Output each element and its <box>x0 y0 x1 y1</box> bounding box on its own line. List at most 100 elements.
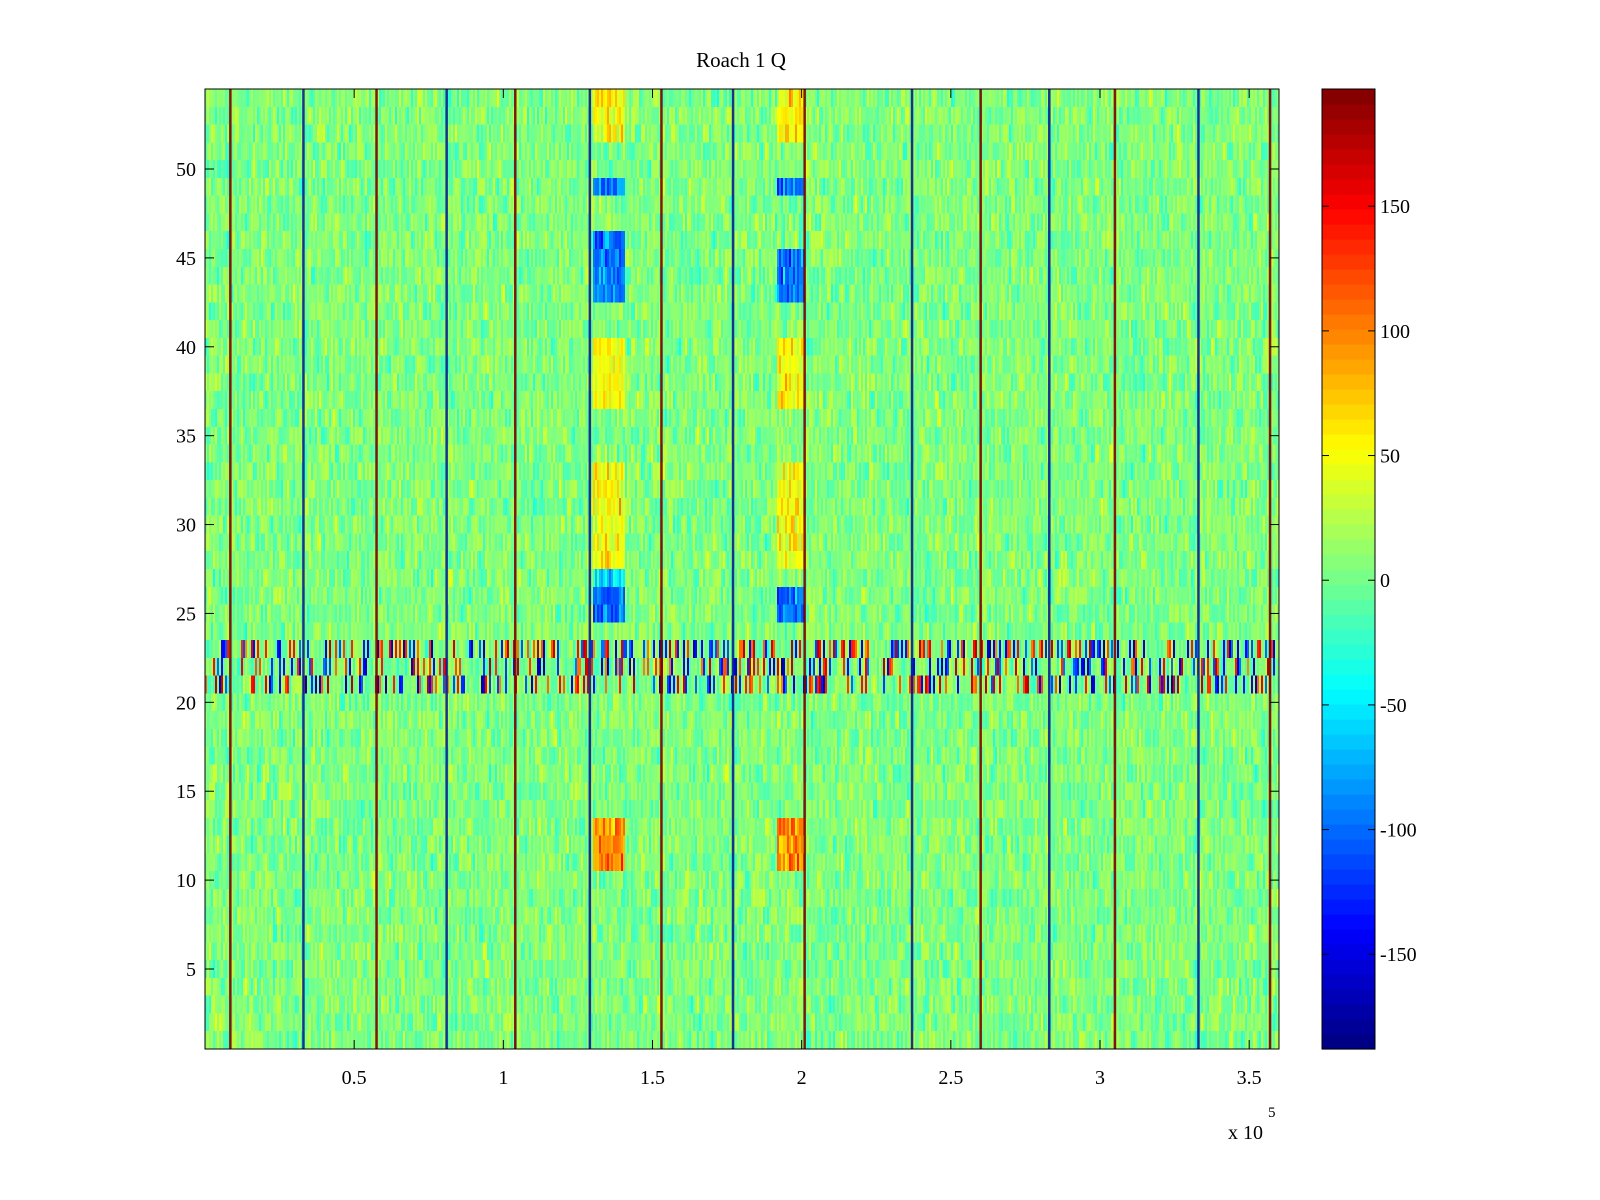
colorbar-step <box>1322 899 1375 915</box>
colorbar-step <box>1322 989 1375 1005</box>
colorbar-tick-label: 50 <box>1380 446 1400 468</box>
colorbar-step <box>1322 404 1375 420</box>
colorbar-step <box>1322 419 1375 435</box>
y-tick-label: 45 <box>176 248 196 270</box>
colorbar-step <box>1322 1004 1375 1020</box>
colorbar-step <box>1322 614 1375 630</box>
x-tick-label: 2.5 <box>938 1067 963 1089</box>
x-tick-label: 1.5 <box>640 1067 665 1089</box>
colorbar-step <box>1322 344 1375 360</box>
colorbar-step <box>1322 554 1375 570</box>
y-tick-label: 50 <box>176 159 196 181</box>
colorbar-step <box>1322 1034 1375 1050</box>
colorbar-tick-label: 150 <box>1380 196 1410 218</box>
colorbar-step <box>1322 629 1375 645</box>
colorbar-step <box>1322 239 1375 255</box>
colorbar-step <box>1322 1019 1375 1035</box>
y-tick-label: 10 <box>176 870 196 892</box>
colorbar-step <box>1322 374 1375 390</box>
x-tick-label: 1 <box>498 1067 508 1089</box>
colorbar-step <box>1322 284 1375 300</box>
x-axis: 0.5 1 1.5 2 2.5 3 3.5 <box>342 89 1262 1089</box>
colorbar-step <box>1322 449 1375 465</box>
colorbar-step <box>1322 434 1375 450</box>
y-tick-label: 15 <box>176 781 196 803</box>
colorbar-step <box>1322 869 1375 885</box>
colorbar-step <box>1322 209 1375 225</box>
colorbar-step <box>1322 119 1375 135</box>
y-tick-label: 35 <box>176 426 196 448</box>
x-axis-multiplier: x 10 5 <box>1228 1105 1276 1144</box>
colorbar-step <box>1322 974 1375 990</box>
colorbar-step <box>1322 959 1375 975</box>
colorbar-step <box>1322 464 1375 480</box>
colorbar-step <box>1322 914 1375 930</box>
colorbar-tick-label: -50 <box>1380 695 1407 717</box>
colorbar-step <box>1322 854 1375 870</box>
colorbar-tick-label: -150 <box>1380 944 1417 966</box>
colorbar-step <box>1322 509 1375 525</box>
colorbar <box>1322 89 1375 1050</box>
colorbar-step <box>1322 689 1375 705</box>
x-tick-label: 0.5 <box>342 1067 367 1089</box>
colorbar-step <box>1322 644 1375 660</box>
colorbar-step <box>1322 764 1375 780</box>
x-tick-label: 2 <box>797 1067 807 1089</box>
colorbar-step <box>1322 149 1375 165</box>
colorbar-step <box>1322 89 1375 105</box>
colorbar-step <box>1322 749 1375 765</box>
heatmap-cells <box>205 89 1279 1049</box>
colorbar-step <box>1322 734 1375 750</box>
colorbar-step <box>1322 599 1375 615</box>
colorbar-step <box>1322 224 1375 240</box>
colorbar-step <box>1322 809 1375 825</box>
y-tick-label: 30 <box>176 515 196 537</box>
colorbar-step <box>1322 524 1375 540</box>
colorbar-step <box>1322 584 1375 600</box>
colorbar-step <box>1322 134 1375 150</box>
colorbar-frame <box>1321 88 1376 1050</box>
colorbar-step <box>1322 479 1375 495</box>
colorbar-step <box>1322 104 1375 120</box>
colorbar-step <box>1322 269 1375 285</box>
colorbar-step <box>1322 824 1375 840</box>
colorbar-step <box>1322 254 1375 270</box>
y-tick-label: 25 <box>176 603 196 625</box>
colorbar-step <box>1322 164 1375 180</box>
colorbar-tick-label: 100 <box>1380 321 1410 343</box>
colorbar-step <box>1322 674 1375 690</box>
colorbar-step <box>1322 539 1375 555</box>
colorbar-step <box>1322 494 1375 510</box>
x-tick-label: 3.5 <box>1237 1067 1262 1089</box>
colorbar-step <box>1322 179 1375 195</box>
colorbar-step <box>1322 194 1375 210</box>
colorbar-step <box>1322 389 1375 405</box>
colorbar-tick-label: 0 <box>1380 570 1390 592</box>
heatmap <box>205 89 1279 1049</box>
colorbar-step <box>1322 329 1375 345</box>
y-axis: 5 10 15 20 25 30 35 40 45 50 <box>176 159 1279 981</box>
colorbar-step <box>1322 929 1375 945</box>
colorbar-step <box>1322 779 1375 795</box>
y-tick-label: 5 <box>186 959 196 981</box>
colorbar-step <box>1322 794 1375 810</box>
colorbar-step <box>1322 569 1375 585</box>
colorbar-step <box>1322 944 1375 960</box>
chart-title: Roach 1 Q <box>696 48 786 72</box>
colorbar-step <box>1322 299 1375 315</box>
colorbar-step <box>1322 884 1375 900</box>
colorbar-step <box>1322 659 1375 675</box>
colorbar-step <box>1322 719 1375 735</box>
colorbar-step <box>1322 704 1375 720</box>
y-tick-label: 20 <box>176 692 196 714</box>
colorbar-step <box>1322 359 1375 375</box>
colorbar-step <box>1322 839 1375 855</box>
colorbar-tick-label: -100 <box>1380 820 1417 842</box>
y-tick-label: 40 <box>176 337 196 359</box>
x-tick-label: 3 <box>1095 1067 1105 1089</box>
colorbar-axis: 150 100 50 0 -50 -100 -150 <box>1322 196 1417 966</box>
plot-frame <box>204 88 1280 1050</box>
x-multiplier-label: x 10 <box>1228 1122 1263 1144</box>
colorbar-step <box>1322 314 1375 330</box>
